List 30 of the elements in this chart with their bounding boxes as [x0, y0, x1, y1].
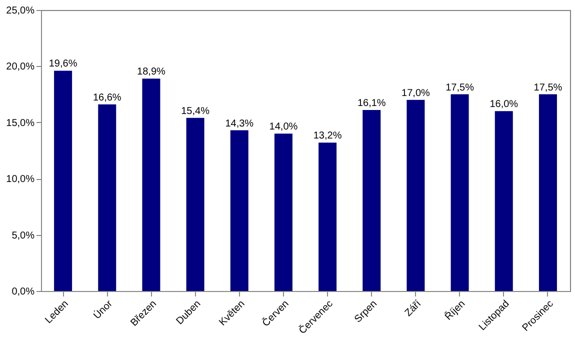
bar — [54, 70, 72, 291]
y-tick-label: 25,0% — [6, 6, 35, 16]
data-label: 17,5% — [534, 82, 562, 94]
bar — [98, 104, 116, 291]
data-label: 13,2% — [313, 130, 342, 142]
y-tick-label: 0,0% — [12, 286, 35, 298]
bar — [450, 94, 469, 291]
data-label: 16,6% — [92, 92, 122, 104]
bar — [362, 110, 381, 291]
data-label: 16,0% — [490, 99, 518, 110]
data-label: 14,3% — [225, 118, 254, 130]
bar — [318, 142, 337, 291]
bar — [406, 100, 425, 291]
data-label: 17,0% — [402, 88, 430, 99]
bar — [230, 130, 248, 291]
data-label: 16,1% — [357, 98, 386, 110]
bar — [186, 118, 204, 291]
y-tick-label: 15,0% — [6, 118, 35, 129]
bar — [494, 111, 513, 291]
y-tick-label: 10,0% — [6, 174, 35, 186]
y-tick-label: 5,0% — [12, 230, 35, 242]
data-label: 15,4% — [181, 106, 210, 117]
y-tick-label: 20,0% — [6, 62, 35, 73]
bar — [538, 94, 557, 291]
data-label: 14,0% — [269, 122, 298, 133]
data-label: 18,9% — [137, 66, 166, 78]
data-label: 19,6% — [48, 58, 78, 70]
bar — [274, 134, 292, 291]
data-label: 17,5% — [446, 82, 474, 94]
bar — [142, 78, 160, 291]
